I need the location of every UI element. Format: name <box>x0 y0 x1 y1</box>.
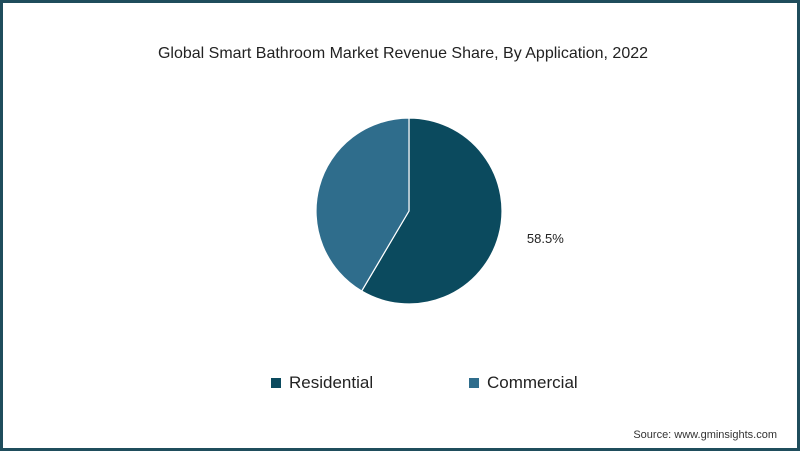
legend-swatch-commercial <box>469 378 479 388</box>
legend-item-residential: Residential <box>271 373 373 393</box>
pie-chart: 58.5% <box>315 117 564 305</box>
pie-slice-residential <box>360 117 503 305</box>
legend-label-residential: Residential <box>289 373 374 392</box>
source-note: Source: www.gminsights.com <box>633 429 777 441</box>
legend-item-commercial: Commercial <box>469 373 578 393</box>
pie-slice-commercial <box>315 117 410 292</box>
chart-legend: Residential Commercial <box>3 373 800 397</box>
chart-title: Global Smart Bathroom Market Revenue Sha… <box>157 45 649 62</box>
legend-swatch-residential <box>271 378 281 388</box>
legend-label-commercial: Commercial <box>487 373 578 392</box>
data-label-residential: 58.5% <box>527 231 564 246</box>
